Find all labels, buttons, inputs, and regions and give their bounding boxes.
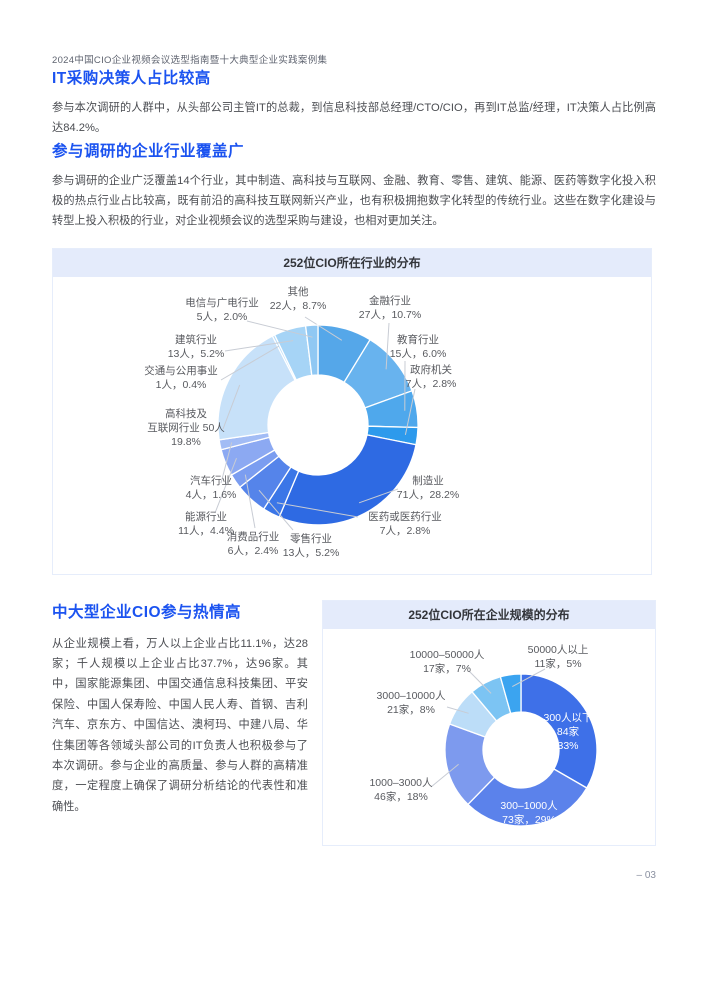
- industry-donut-chart-area: 其他 22人，8.7% 金融行业 27人，10.7% 教育行业 15人，6.0% 政府机关 7…: [53, 277, 651, 574]
- slice-label-4: 10000–50000人 17家，7%: [409, 648, 485, 675]
- label-leader-line: [468, 670, 492, 694]
- label-leader-line: [358, 488, 399, 503]
- label-leader-line: [446, 706, 469, 714]
- label-leader-line: [222, 384, 241, 429]
- slice-label-13: 电信与广电行业 5人，2.0%: [185, 296, 259, 323]
- chart-title-industry: 252位CIO所在行业的分布: [53, 248, 651, 277]
- slice-label-12: 建筑行业 13人，5.2%: [167, 333, 225, 360]
- donut-slice-1: [466, 767, 588, 827]
- slice-label-6: 零售行业 13人，5.2%: [282, 532, 340, 559]
- slice-label-4: 制造业 71人，28.2%: [396, 474, 460, 501]
- slice-label-10: 高科技及 互联网行业 50人 19.8%: [147, 407, 225, 448]
- label-leader-line: [304, 316, 343, 341]
- slice-label-2: 教育行业 15人，6.0%: [389, 333, 447, 360]
- donut-slice-13: [304, 324, 319, 376]
- donut-chart: [214, 316, 419, 531]
- chart-title-company-size: 252位CIO所在企业规模的分布: [323, 600, 655, 629]
- donut-slice-0: [520, 673, 598, 789]
- label-leader-line: [404, 388, 416, 435]
- slice-label-7: 消费品行业 6人，2.4%: [226, 530, 280, 557]
- document-title-header: 2024中国CIO企业视频会议选型指南暨十大典型企业实践案例集: [52, 55, 328, 66]
- section-paragraph-company-size: 从企业规模上看，万人以上企业占比11.1%，达28家；千人规模以上企业占比37.…: [52, 637, 308, 813]
- label-leader-line: [246, 320, 313, 338]
- label-leader-line: [512, 668, 546, 687]
- label-leader-line: [220, 441, 233, 483]
- label-leader-line: [430, 763, 459, 788]
- industry-distribution-chart-card: 252位CIO所在行业的分布 其他 22人，8.7% 金融行业 27人，10.7% 教育…: [52, 247, 652, 575]
- section-paragraph-it-buyers: 参与本次调研的人群中，从头部公司主管IT的总裁，到信息科技部总经理/CTO/CI…: [52, 102, 656, 134]
- slice-label-11: 交通与公用事业 1人，0.4%: [144, 364, 218, 391]
- slice-label-5: 50000人以上 11家，5%: [527, 643, 589, 670]
- label-leader-line: [220, 345, 280, 381]
- slice-label-1: 300–1000人 73家，29%: [500, 799, 558, 826]
- company-size-text-column: 中大型企业CIO参与热情高 从企业规模上看，万人以上企业占比11.1%，达28家…: [52, 600, 308, 817]
- section-paragraph-industry-coverage: 参与调研的企业广泛覆盖14个行业，其中制造、高科技与互联网、金融、教育、零售、建…: [52, 174, 656, 227]
- slice-label-8: 能源行业 11人，4.4%: [178, 510, 234, 537]
- donut-slice-5: [499, 673, 522, 714]
- donut-chart: [430, 668, 598, 827]
- report-page: 2024中国CIO企业视频会议选型指南暨十大典型企业实践案例集 IT采购决策人占…: [52, 55, 656, 881]
- slice-label-0: 其他 22人，8.7%: [269, 285, 327, 312]
- label-leader-line: [258, 489, 294, 531]
- label-leader-line: [385, 322, 390, 370]
- page-number: – 03: [636, 869, 656, 881]
- label-leader-line: [214, 457, 237, 513]
- company-size-donut-chart-area: 300人以下 84家 33% 300–1000人 73家，29% 1000–3000人 46…: [323, 629, 655, 845]
- slice-label-1: 金融行业 27人，10.7%: [358, 294, 422, 321]
- label-leader-line: [244, 474, 256, 528]
- company-size-chart-card: 252位CIO所在企业规模的分布 300人以下 84家 33% 300–1000人 73…: [322, 599, 656, 846]
- label-leader-line: [224, 339, 294, 352]
- label-leader-line: [276, 501, 359, 518]
- slice-label-9: 汽车行业 4人，1.6%: [185, 474, 237, 501]
- slice-label-2: 1000–3000人 46家，18%: [369, 776, 433, 803]
- section-heading-company-size: 中大型企业CIO参与热情高: [52, 603, 242, 621]
- section-heading-it-buyers: IT采购决策人占比较高: [52, 70, 211, 87]
- slice-label-5: 医药或医药行业 7人，2.8%: [368, 510, 442, 537]
- slice-label-3: 3000–10000人 21家，8%: [376, 689, 446, 716]
- slice-label-3: 政府机关 7人，2.8%: [405, 363, 457, 390]
- bottom-section-row: 中大型企业CIO参与热情高 从企业规模上看，万人以上企业占比11.1%，达28家…: [52, 599, 656, 846]
- slice-label-0: 300人以下 84家 33%: [543, 711, 593, 752]
- section-heading-industry-coverage: 参与调研的企业行业覆盖广: [52, 142, 245, 160]
